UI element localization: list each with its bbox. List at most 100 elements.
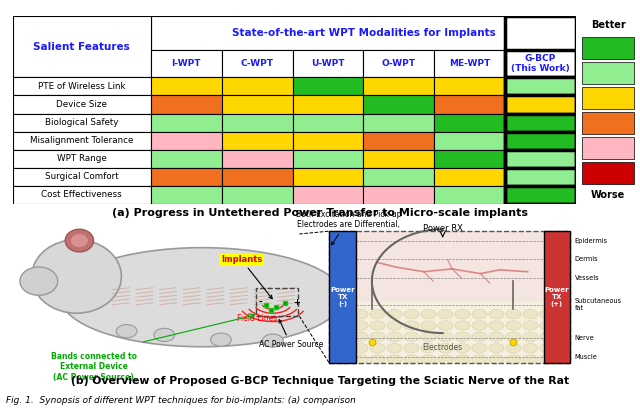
Bar — [151, 16, 576, 50]
Bar — [505, 50, 576, 77]
Ellipse shape — [20, 267, 58, 295]
Bar — [292, 132, 364, 150]
Ellipse shape — [455, 309, 470, 319]
Text: Field Lines: Field Lines — [237, 314, 277, 323]
Ellipse shape — [489, 332, 504, 342]
Ellipse shape — [370, 355, 385, 364]
Bar — [505, 186, 576, 204]
Text: Power RX: Power RX — [423, 224, 463, 233]
Ellipse shape — [472, 355, 487, 364]
Bar — [330, 231, 570, 363]
Ellipse shape — [540, 332, 555, 342]
Bar — [151, 168, 221, 186]
Bar — [292, 114, 364, 132]
Ellipse shape — [370, 344, 385, 353]
Ellipse shape — [404, 332, 419, 342]
Bar — [13, 96, 151, 114]
Ellipse shape — [353, 309, 368, 319]
Text: Electrodes: Electrodes — [422, 343, 463, 352]
Text: Cost Effectiveness: Cost Effectiveness — [42, 190, 122, 199]
Ellipse shape — [455, 332, 470, 342]
Bar — [221, 150, 292, 168]
Bar — [505, 16, 576, 204]
Ellipse shape — [387, 321, 402, 330]
Ellipse shape — [353, 344, 368, 353]
Ellipse shape — [404, 355, 419, 364]
Ellipse shape — [438, 344, 453, 353]
Text: Salient Features: Salient Features — [33, 42, 130, 52]
Ellipse shape — [540, 309, 555, 319]
Ellipse shape — [489, 355, 504, 364]
Bar — [13, 114, 151, 132]
Bar — [330, 231, 356, 363]
Bar — [505, 150, 576, 168]
Bar — [330, 231, 570, 363]
Text: (b) Overview of Proposed G-BCP Technique Targeting the Sciatic Nerve of the Rat: (b) Overview of Proposed G-BCP Technique… — [71, 376, 569, 386]
Ellipse shape — [387, 344, 402, 353]
Text: Biological Safety: Biological Safety — [45, 118, 118, 127]
Ellipse shape — [472, 309, 487, 319]
Ellipse shape — [154, 328, 175, 342]
Text: C-WPT: C-WPT — [241, 59, 273, 68]
Ellipse shape — [438, 355, 453, 364]
Text: -: - — [259, 298, 262, 307]
Text: Implants: Implants — [221, 255, 272, 299]
Bar — [364, 168, 435, 186]
Bar — [543, 231, 570, 363]
Text: Surgical Comfort: Surgical Comfort — [45, 172, 118, 181]
Bar — [505, 168, 576, 186]
Ellipse shape — [61, 248, 344, 347]
Bar — [435, 168, 505, 186]
Text: Power
TX
(+): Power TX (+) — [545, 287, 569, 307]
Ellipse shape — [438, 321, 453, 330]
Text: U-WPT: U-WPT — [311, 59, 345, 68]
Bar — [13, 16, 151, 77]
Ellipse shape — [523, 332, 538, 342]
Bar — [435, 186, 505, 204]
Ellipse shape — [438, 309, 453, 319]
Bar — [13, 186, 151, 204]
Bar — [221, 50, 292, 77]
Text: Misalignment Tolerance: Misalignment Tolerance — [30, 136, 134, 145]
Text: Power
TX
(-): Power TX (-) — [330, 287, 355, 307]
Bar — [13, 150, 151, 168]
Text: Subcutaneous
fat: Subcutaneous fat — [575, 298, 622, 311]
Text: ME-WPT: ME-WPT — [449, 59, 490, 68]
Bar — [221, 114, 292, 132]
Bar — [435, 96, 505, 114]
Bar — [221, 77, 292, 96]
Ellipse shape — [336, 332, 351, 342]
Ellipse shape — [71, 234, 88, 247]
Bar — [13, 168, 151, 186]
Text: (a) Progress in Untethered Power Transfer to Micro-scale implants: (a) Progress in Untethered Power Transfe… — [112, 208, 528, 218]
Bar — [582, 137, 634, 159]
Ellipse shape — [472, 321, 487, 330]
Text: Device Size: Device Size — [56, 100, 108, 109]
Ellipse shape — [336, 344, 351, 353]
Ellipse shape — [523, 355, 538, 364]
Bar — [151, 132, 221, 150]
Bar — [256, 288, 298, 316]
Bar — [221, 132, 292, 150]
Bar — [221, 168, 292, 186]
Text: PTE of Wireless Link: PTE of Wireless Link — [38, 82, 125, 91]
Ellipse shape — [32, 240, 122, 313]
Ellipse shape — [116, 325, 137, 338]
Ellipse shape — [489, 309, 504, 319]
Ellipse shape — [523, 321, 538, 330]
Ellipse shape — [506, 355, 521, 364]
Bar — [582, 87, 634, 109]
Bar — [364, 186, 435, 204]
Text: Both Excitation and Pick-up
Electrodes are Differential,: Both Excitation and Pick-up Electrodes a… — [296, 210, 401, 245]
Ellipse shape — [540, 355, 555, 364]
Bar — [435, 77, 505, 96]
Bar — [13, 132, 151, 150]
Ellipse shape — [404, 344, 419, 353]
Ellipse shape — [336, 309, 351, 319]
Text: +: + — [294, 298, 301, 307]
Bar — [435, 114, 505, 132]
Bar — [292, 50, 364, 77]
Ellipse shape — [336, 355, 351, 364]
Bar — [151, 96, 221, 114]
Bar — [151, 77, 221, 96]
